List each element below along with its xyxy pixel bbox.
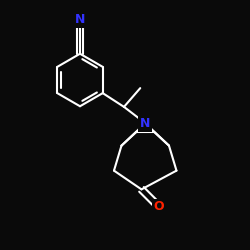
Text: N: N xyxy=(140,116,150,130)
Text: N: N xyxy=(75,13,85,26)
Text: O: O xyxy=(154,200,164,213)
